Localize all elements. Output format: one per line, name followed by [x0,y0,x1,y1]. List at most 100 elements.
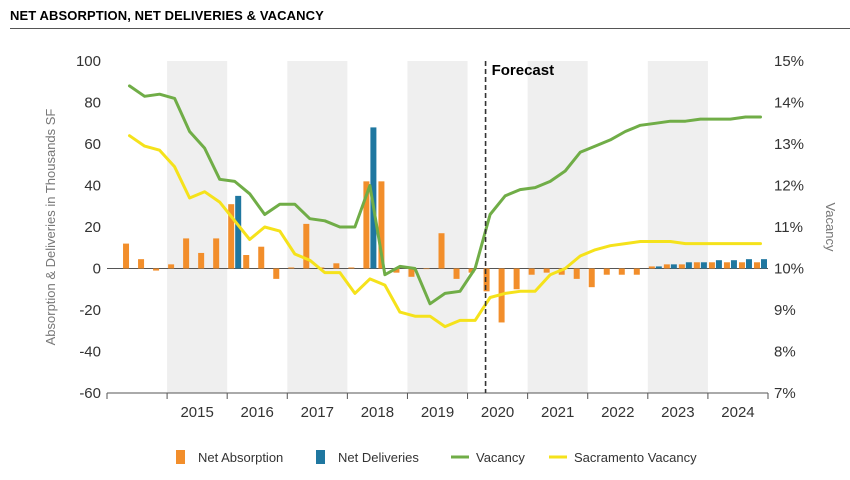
year-bands [167,61,708,393]
y-right-tick-label: 8% [774,344,796,361]
y-left-tick-label: 0 [93,261,101,278]
net-absorption-bar [228,204,235,269]
title-divider [10,28,850,29]
y-left-tick-label: 20 [84,219,101,236]
y-left-tick-label: 80 [84,95,101,112]
net-absorption-bar [153,268,160,271]
y-right-tick-label: 10% [774,261,804,278]
x-tick-label: 2023 [661,404,694,421]
net-absorption-bar [168,264,175,269]
x-tick-label: 2020 [481,404,514,421]
vacancy-line [128,84,762,306]
legend-net-absorption-swatch [176,450,185,464]
y-right-tick-label: 7% [774,385,796,402]
x-tick-label: 2019 [421,404,454,421]
net-absorption-bar [648,266,655,269]
y-right-tick-label: 15% [774,53,804,70]
y-left-tick-label: 100 [76,53,101,70]
legend-vacancy: Vacancy [451,450,525,465]
net-absorption-bar [348,267,355,269]
net-deliveries-bar [700,262,707,269]
net-absorption-bar [363,181,370,269]
y-left-tick-label: -20 [79,302,101,319]
x-tick-label: 2022 [601,404,634,421]
net-absorption-bar [423,268,430,270]
net-absorption-bar [738,262,745,269]
x-tick-label: 2016 [241,404,274,421]
net-absorption-bar [453,268,460,279]
y-right-axis-title: Vacancy [823,203,838,252]
legend-net-absorption: Net Absorption [176,450,283,465]
legend-net-deliveries: Net Deliveries [316,450,419,465]
y-left-tick-label: 40 [84,178,101,195]
net-absorption-bar [303,223,310,269]
y-right-tick-label: 12% [774,178,804,195]
net-absorption-bar [573,268,580,279]
net-deliveries-bar [730,260,737,269]
net-absorption-bar [243,255,250,269]
net-absorption-bar [678,264,685,269]
x-tick-label: 2017 [301,404,334,421]
net-deliveries-bar [235,195,242,269]
lines [128,84,762,329]
year-band [647,61,708,393]
net-absorption-bar [513,268,520,290]
net-deliveries-bar [745,259,752,269]
net-absorption-bar [588,268,595,288]
net-absorption-bar [483,268,490,292]
net-deliveries-bar [685,262,692,269]
net-absorption-bar [663,264,670,269]
legend-net-deliveries-swatch [316,450,325,464]
y-right-tick-label: 14% [774,95,804,112]
net-absorption-bar [543,268,550,273]
y-right-tick-label: 9% [774,302,796,319]
x-tick-label: 2018 [361,404,394,421]
year-band [527,61,588,393]
chart-title: NET ABSORPTION, NET DELIVERIES & VACANCY [10,8,324,23]
x-tick-label: 2021 [541,404,574,421]
legend-sacramento-vacancy-label: Sacramento Vacancy [574,450,697,465]
net-deliveries-bar [760,259,767,269]
annotations: Forecast [484,61,555,393]
y-right-tick-label: 11% [774,219,803,236]
net-absorption-bar [138,259,145,269]
forecast-label: Forecast [492,62,555,79]
net-absorption-bar [438,233,445,269]
net-absorption-bar [633,268,640,275]
y-left-tick-label: -60 [79,385,101,402]
net-absorption-bar [753,262,760,269]
net-absorption-bar [393,268,400,273]
net-absorption-bar [618,268,625,275]
net-absorption-bar [378,181,385,269]
y-left-tick-label: -40 [79,344,101,361]
net-deliveries-bar [670,264,677,269]
legend-vacancy-label: Vacancy [476,450,525,465]
y-right-tick-label: 13% [774,136,804,153]
net-absorption-bar [183,238,190,269]
net-absorption-bar [558,268,565,275]
net-absorption-bar [333,263,340,269]
net-absorption-bar [468,268,475,273]
legend-net-deliveries-label: Net Deliveries [338,450,419,465]
sacramento-vacancy-line [128,134,762,329]
y-left-axis-title: Absorption & Deliveries in Thousands SF [43,109,58,346]
net-absorption-bar [288,267,295,269]
net-absorption-bar [123,243,130,269]
x-tick-label: 2024 [721,404,754,421]
net-absorption-bar [603,268,610,275]
net-absorption-bar [528,268,535,275]
net-deliveries-bar [715,260,722,269]
year-band [407,61,468,393]
legend-net-absorption-label: Net Absorption [198,450,283,465]
net-absorption-bar [273,268,280,279]
net-absorption-bar [693,262,700,269]
net-absorption-bar [408,268,415,277]
net-absorption-bar [258,246,265,269]
x-tick-label: 2015 [180,404,213,421]
legend-sacramento-vacancy: Sacramento Vacancy [549,450,697,465]
y-left-tick-label: 60 [84,136,101,153]
net-absorption-bar [708,262,715,269]
legend: Net Absorption Net Deliveries Vacancy Sacra… [176,450,697,465]
net-absorption-bar [198,252,205,269]
net-absorption-bar [723,262,730,269]
